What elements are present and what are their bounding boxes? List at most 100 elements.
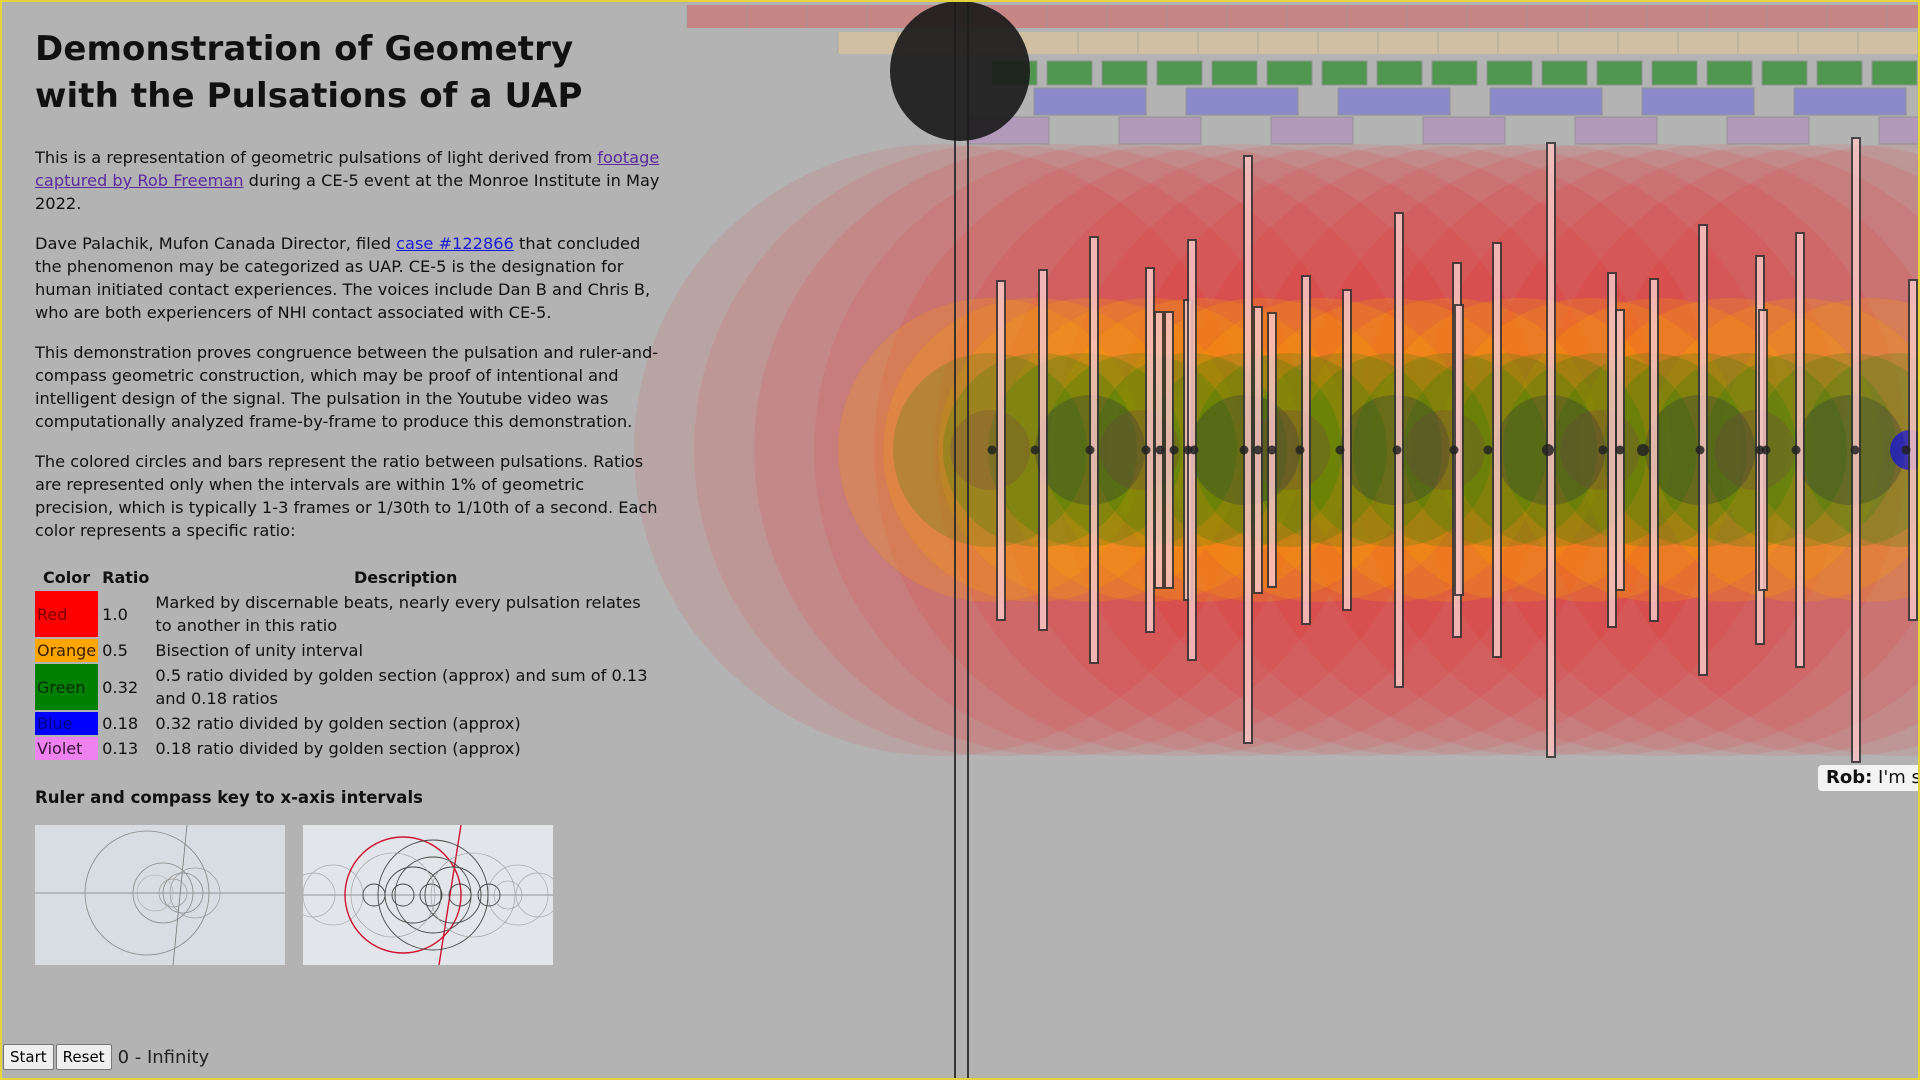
ratio-description: 0.32 ratio divided by golden section (ap… <box>155 714 521 733</box>
ratio-band <box>687 5 1920 28</box>
ratio-band-segment <box>1574 116 1658 145</box>
ratio-band-segment <box>1101 60 1148 86</box>
ratio-circle-green <box>1193 353 1387 547</box>
ratio-circle-green <box>1753 353 1920 547</box>
compass-key-image-2 <box>303 825 553 965</box>
key-images <box>35 825 660 965</box>
ratio-band <box>838 32 1920 54</box>
pulse-point <box>1850 445 1860 455</box>
ratio-band-segment <box>1337 87 1451 116</box>
info-panel: Demonstration of Geometry with the Pulsa… <box>35 26 660 965</box>
color-swatch: Green <box>35 664 99 710</box>
pulsation-bar <box>1649 278 1659 622</box>
page-title: Demonstration of Geometry with the Pulsa… <box>35 29 583 116</box>
footage-link[interactable]: footage captured by Rob Freeman <box>35 148 660 190</box>
ratio-band-segment <box>1033 87 1147 116</box>
case-paragraph: Dave Palachik, Mufon Canada Director, fi… <box>35 232 660 324</box>
subtitle-caption: Rob: I'm st <box>1818 765 1920 791</box>
pulse-point <box>1483 445 1493 455</box>
ratio-row-violet: Violet 0.13 0.18 ratio divided by golden s… <box>35 737 658 760</box>
pulse-point <box>1449 445 1459 455</box>
ratio-circle-orange <box>1367 297 1673 603</box>
pulse-point <box>1761 445 1771 455</box>
color-swatch: Orange <box>35 639 99 662</box>
intro-paragraph: This is a representation of geometric pu… <box>35 146 660 215</box>
range-readout: 0 - Infinity <box>117 1046 210 1068</box>
ratio-circle-orange <box>1507 297 1813 603</box>
ratio-band-segment <box>1118 116 1202 145</box>
ratio-description: 0.18 ratio divided by golden section (ap… <box>155 739 521 758</box>
pulse-point <box>1239 445 1249 455</box>
ratio-description: 0.5 ratio divided by golden section (app… <box>155 666 648 708</box>
ratio-circle-red <box>1114 144 1726 756</box>
ratio-band-segment <box>1816 60 1863 86</box>
pulse-point <box>987 445 997 455</box>
pulse-indicator <box>890 1 1030 141</box>
ratio-bands <box>686 5 1920 145</box>
ratio-circle-red <box>1054 144 1666 756</box>
pulse-point <box>1141 445 1151 455</box>
ratio-table-body: Red 1.0 Marked by discernable beats, nearl… <box>35 591 658 760</box>
reset-button[interactable]: Reset <box>55 1044 112 1070</box>
ratio-circle-red <box>1174 144 1786 756</box>
pulsation-bar <box>1492 242 1502 658</box>
ratio-value: 0.18 <box>102 714 139 733</box>
pulse-point <box>1189 445 1199 455</box>
key-heading: Ruler and compass key to x-axis interval… <box>35 788 423 807</box>
case-link[interactable]: case #122866 <box>396 234 514 253</box>
ratio-value: 0.5 <box>102 641 128 660</box>
ratio-band-segment <box>1489 87 1603 116</box>
ratio-circle-blue <box>1795 395 1905 505</box>
ratio-band-segment <box>1270 116 1354 145</box>
ratio-band-segment <box>1706 60 1753 86</box>
pulse-point <box>1030 445 1040 455</box>
pulse-point <box>1085 445 1095 455</box>
playback-controls: Start Reset 0 - Infinity <box>3 1044 209 1070</box>
ratio-row-green: Green 0.32 0.5 ratio divided by golden sec… <box>35 664 658 710</box>
pulse-point <box>1542 444 1554 456</box>
color-swatch: Violet <box>35 737 99 760</box>
pulse-point <box>1169 445 1179 455</box>
header-ratio: Ratio <box>102 568 150 587</box>
ratio-band-segment <box>1761 60 1808 86</box>
ratio-band-segment <box>1185 87 1299 116</box>
ratio-description: Bisection of unity interval <box>155 641 363 660</box>
ratio-band-segment <box>1641 87 1755 116</box>
ratio-band-segment <box>1156 60 1203 86</box>
pulse-point <box>1695 445 1705 455</box>
pulse-point <box>1155 445 1165 455</box>
pulse-point <box>1598 445 1608 455</box>
caption-speaker: Rob: <box>1826 767 1873 788</box>
ratio-row-blue: Blue 0.18 0.32 ratio divided by golden sec… <box>35 712 658 735</box>
ratio-band-segment <box>1726 116 1810 145</box>
pulse-point <box>1295 445 1305 455</box>
ratio-value: 0.32 <box>102 677 139 697</box>
ratio-circle-orange <box>1437 297 1743 603</box>
ratio-band-segment <box>1321 60 1368 86</box>
pulsation-bar <box>1607 272 1617 628</box>
color-swatch: Red <box>35 591 99 637</box>
pulsation-bar <box>996 280 1006 621</box>
pulse-points <box>987 444 1911 456</box>
ratio-band-segment <box>1211 60 1258 86</box>
pulse-point <box>1901 445 1911 455</box>
pulse-point <box>1335 445 1345 455</box>
ratio-band-segment <box>1878 116 1920 145</box>
ratio-band-segment <box>1376 60 1423 86</box>
ratio-circle-red <box>1534 144 1920 756</box>
ratio-band-segment <box>1422 116 1506 145</box>
ratio-value: 1.0 <box>102 604 128 624</box>
pulse-point <box>1615 445 1625 455</box>
compass-key-image-1 <box>35 825 285 965</box>
start-button[interactable]: Start <box>3 1044 54 1070</box>
intro-text-before: This is a representation of geometric pu… <box>35 148 598 167</box>
ratio-band-segment <box>1486 60 1533 86</box>
ratio-value: 0.13 <box>102 739 139 758</box>
playhead <box>890 0 1030 1080</box>
pulse-point <box>1637 444 1649 456</box>
pulsation-bar <box>1038 269 1048 631</box>
caption-text: I'm st <box>1878 767 1920 788</box>
ratio-description: Marked by discernable beats, nearly ever… <box>155 593 641 635</box>
ratio-circle-orange <box>1717 297 1920 603</box>
